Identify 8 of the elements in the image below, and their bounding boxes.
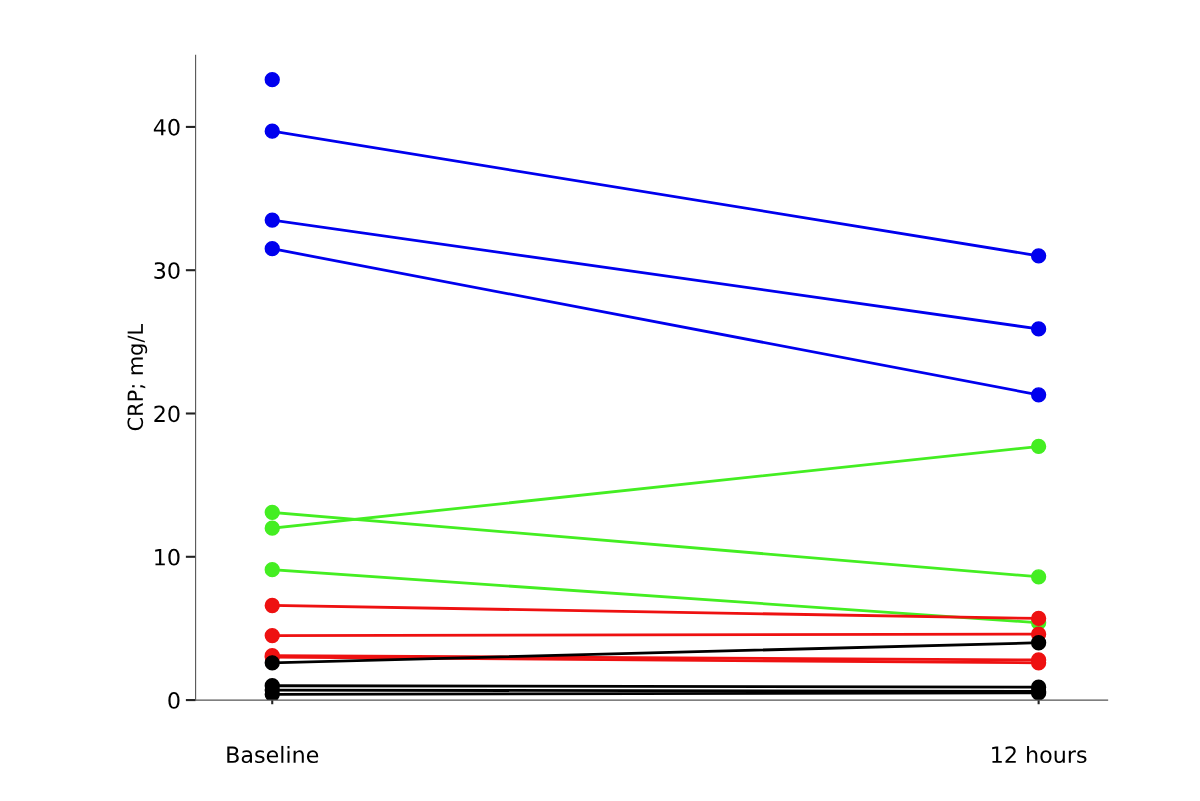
y-tick-label: 20 (154, 405, 180, 423)
y-tick-label: 40 (153, 118, 180, 136)
y-axis-title: CRP; mg/L (127, 324, 148, 431)
y-tick-label: 0 (168, 692, 180, 709)
x-tick-label: 12 hours (992, 745, 1087, 764)
x-tick-label: Baseline (227, 745, 319, 764)
y-tick-label: 30 (154, 262, 180, 279)
y-tick-label: 10 (155, 548, 180, 566)
